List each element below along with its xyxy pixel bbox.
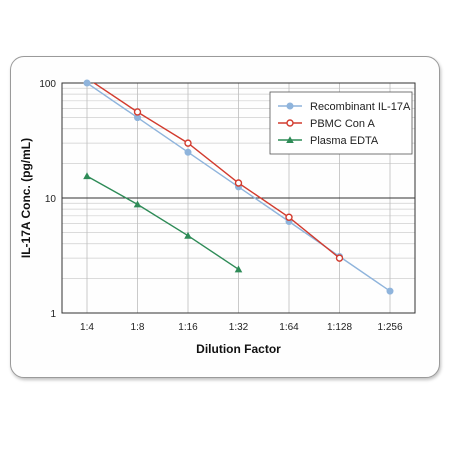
data-point (234, 179, 243, 187)
x-tick-label: 1:32 (229, 322, 249, 333)
series-line (86, 175, 239, 270)
y-tick-label: 10 (45, 194, 57, 205)
data-point (286, 102, 294, 110)
x-tick-label: 1:4 (80, 322, 94, 333)
data-point (386, 287, 394, 295)
y-axis-label: IL-17A Conc. (pg/mL) (19, 138, 33, 258)
data-point (184, 148, 192, 156)
y-tick-label: 100 (39, 79, 56, 90)
x-tick-label: 1:64 (279, 322, 299, 333)
legend: Recombinant IL-17A PBMC Con A Plasma EDTA (269, 91, 413, 155)
x-tick-label: 1:8 (131, 322, 145, 333)
series-line (92, 83, 340, 259)
data-point (133, 200, 142, 208)
x-tick-label: 1:128 (327, 322, 352, 333)
legend-item: PBMC Con A (278, 118, 375, 130)
data-point (184, 139, 192, 147)
series-2 (83, 172, 243, 273)
data-point (83, 172, 91, 180)
legend-label: Plasma EDTA (310, 135, 379, 147)
legend-label: Recombinant IL-17A (310, 101, 411, 113)
legend-item: Plasma EDTA (278, 135, 379, 147)
data-point (335, 254, 344, 262)
data-point (286, 136, 294, 144)
x-tick-label: 1:256 (377, 322, 402, 333)
data-point (83, 79, 91, 87)
plot-area-frame (61, 82, 416, 314)
data-point (133, 108, 142, 116)
series-layer (83, 79, 394, 295)
data-point (184, 231, 192, 239)
y-tick-labels: 1 10 100 (39, 79, 56, 320)
legend-label: PBMC Con A (310, 118, 375, 130)
data-point (234, 265, 243, 273)
x-tick-label: 1:16 (178, 322, 198, 333)
legend-item: Recombinant IL-17A (278, 101, 411, 113)
data-point (286, 119, 294, 127)
y-tick-label: 1 (50, 309, 56, 320)
x-tick-labels: 1:4 1:8 1:16 1:32 1:64 1:128 1:256 (80, 322, 403, 333)
x-axis-label: Dilution Factor (196, 342, 281, 356)
series-1 (92, 83, 344, 262)
data-point (285, 213, 293, 221)
